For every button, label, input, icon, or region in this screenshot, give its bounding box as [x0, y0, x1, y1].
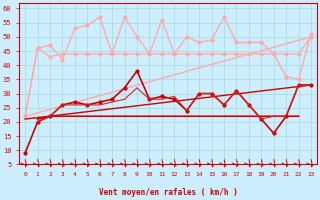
X-axis label: Vent moyen/en rafales ( km/h ): Vent moyen/en rafales ( km/h ) — [99, 188, 237, 197]
